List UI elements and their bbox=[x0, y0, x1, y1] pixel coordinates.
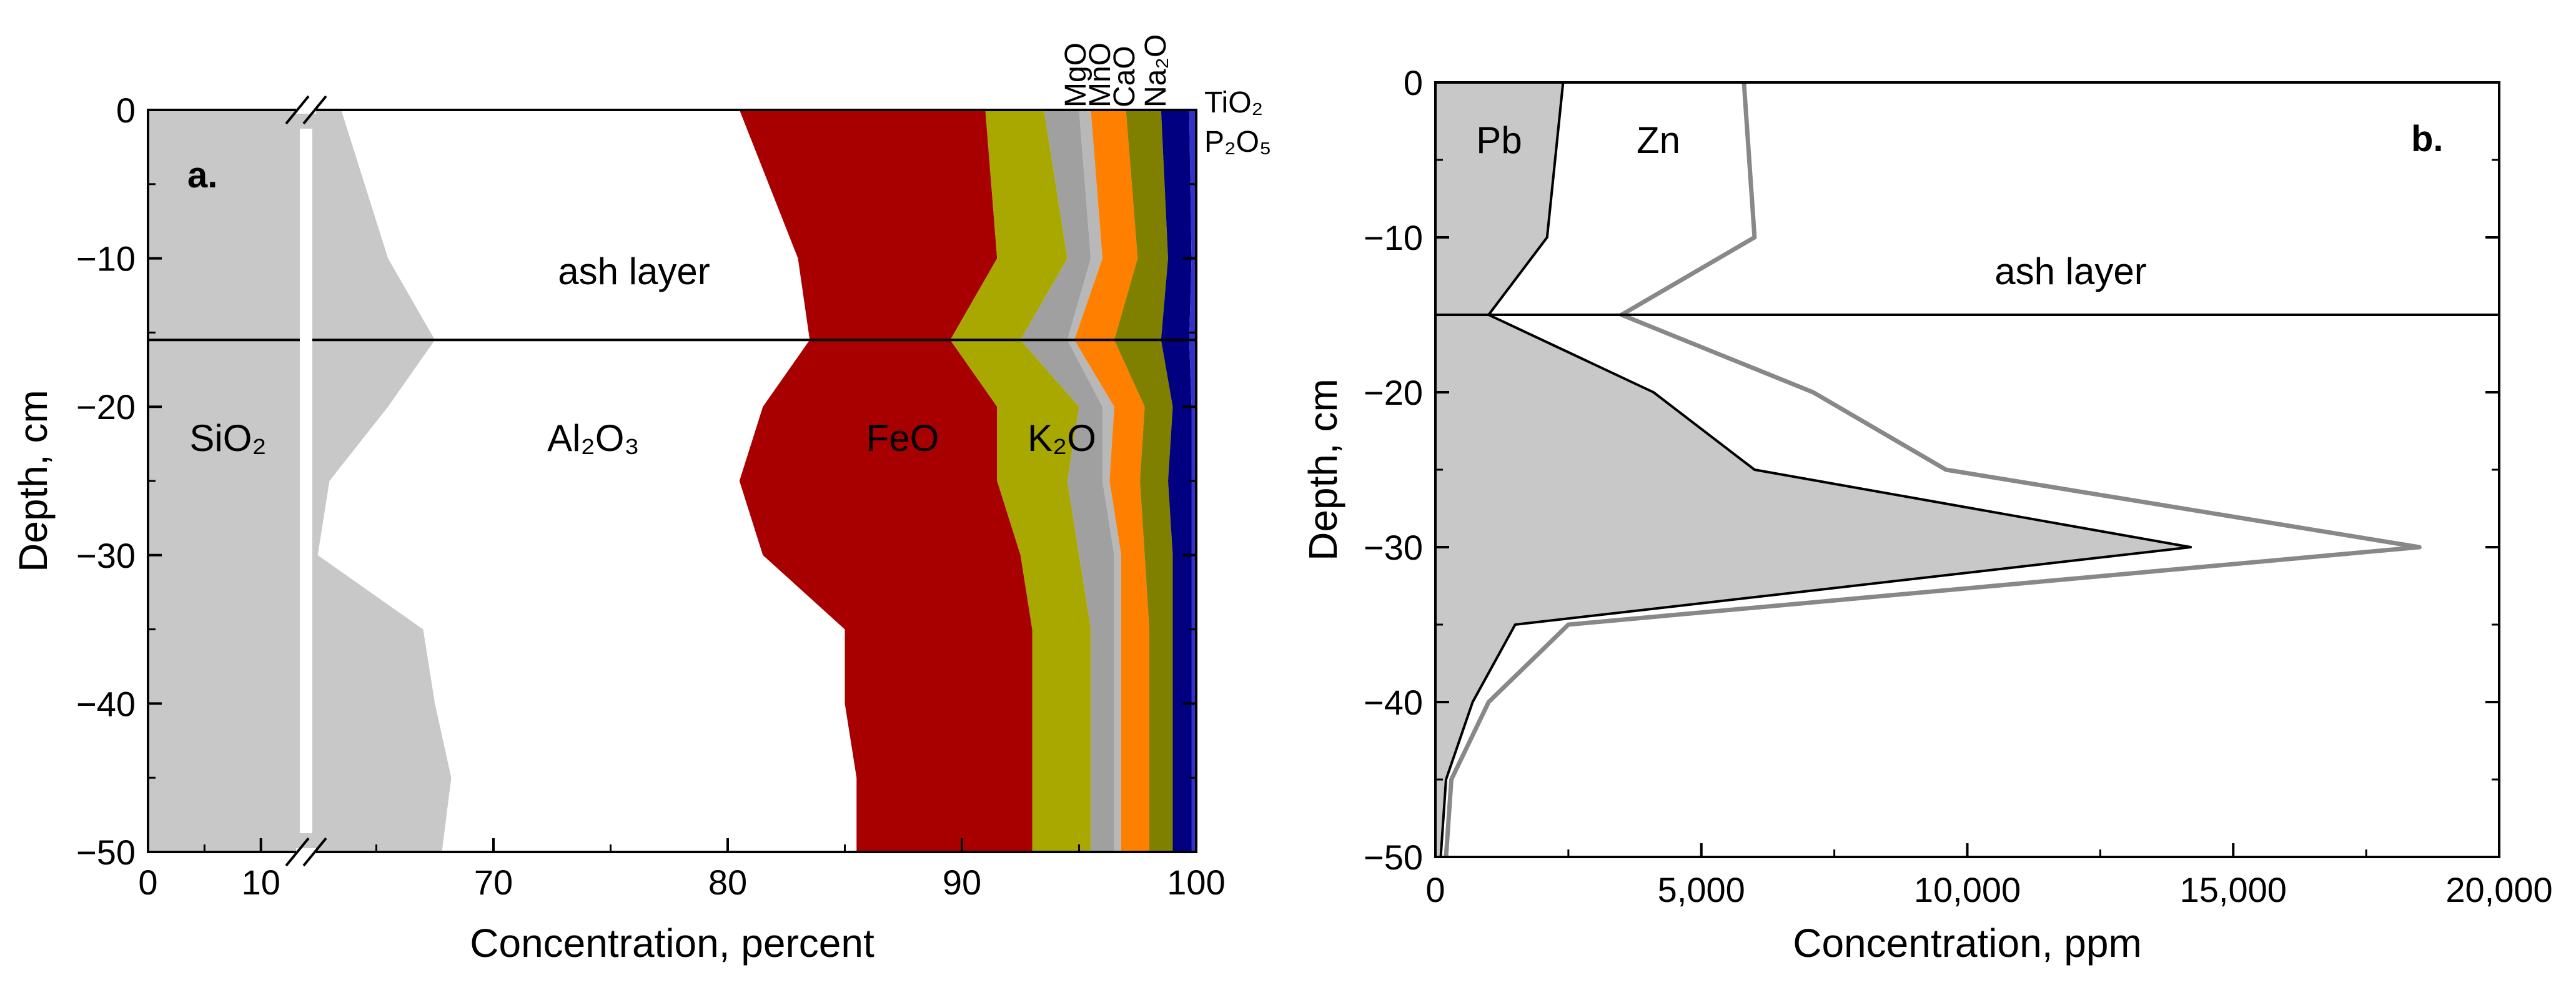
label-tio2: TiO₂ bbox=[1204, 86, 1263, 119]
label-na2o: Na₂O bbox=[1139, 34, 1172, 107]
panel-a-axis-break-band bbox=[300, 129, 312, 833]
break-slash bbox=[302, 837, 327, 867]
label-mno: MnO bbox=[1084, 42, 1117, 107]
panel-b-x-ticks: 0 5,000 10,000 15,000 20,000 bbox=[1425, 843, 2553, 909]
x-tick-label: 20,000 bbox=[2445, 870, 2552, 909]
label-cao: CaO bbox=[1108, 46, 1141, 107]
break-gap bbox=[296, 106, 316, 114]
area-zn bbox=[1435, 82, 2420, 857]
y-tick-label: −20 bbox=[76, 387, 136, 427]
x-tick-label: 70 bbox=[474, 863, 513, 902]
label-zn: Zn bbox=[1637, 119, 1680, 161]
y-tick-label: 0 bbox=[116, 91, 136, 130]
panel-a-y-axis-title: Depth, cm bbox=[11, 390, 56, 572]
area-tio bbox=[1161, 110, 1192, 852]
panel-a-axis-break-marks bbox=[285, 95, 327, 867]
x-tick-label: 15,000 bbox=[2180, 870, 2287, 909]
label-p2o5: P₂O₅ bbox=[1204, 126, 1271, 159]
y-tick-label: −40 bbox=[1364, 683, 1423, 722]
y-tick-label: −30 bbox=[1364, 528, 1423, 567]
area-nao bbox=[1114, 110, 1173, 852]
label-sio2: SiO₂ bbox=[189, 417, 266, 459]
panel-b-y-axis-title: Depth, cm bbox=[1300, 379, 1345, 561]
panel-b-metals-chart: 0 5,000 10,000 15,000 20,000 0 −10 −20 −30 −40 −5… bbox=[1300, 63, 2553, 966]
y-tick-label: −30 bbox=[76, 536, 136, 575]
label-feo: FeO bbox=[866, 417, 939, 459]
panel-b-x-axis-title: Concentration, ppm bbox=[1793, 921, 2142, 966]
area-feo bbox=[739, 110, 1033, 852]
y-tick-label: −50 bbox=[1364, 838, 1423, 877]
break-gap bbox=[296, 848, 316, 856]
y-tick-label: −10 bbox=[1364, 218, 1423, 257]
break-slash bbox=[285, 95, 310, 125]
area-ko bbox=[950, 110, 1091, 852]
y-tick-label: −50 bbox=[76, 833, 136, 872]
panel-a-ash-layer-annotation: ash layer bbox=[558, 250, 710, 292]
y-tick-label: −10 bbox=[76, 239, 136, 279]
label-mgo: MgO bbox=[1059, 42, 1092, 107]
area-alo bbox=[317, 110, 857, 852]
area-sio bbox=[148, 110, 452, 852]
y-tick-label: 0 bbox=[1404, 63, 1423, 102]
x-tick-label: 10,000 bbox=[1914, 870, 2021, 909]
label-k2o: K₂O bbox=[1028, 417, 1096, 459]
area-mgo bbox=[1020, 110, 1114, 852]
panel-a-stacked-areas bbox=[148, 110, 1196, 852]
y-tick-label: −20 bbox=[1364, 373, 1423, 412]
panel-b-ash-layer-annotation: ash layer bbox=[1994, 250, 2146, 292]
label-pb: Pb bbox=[1476, 119, 1522, 161]
x-tick-label: 0 bbox=[138, 863, 157, 902]
panel-b-y-ticks: 0 −10 −20 −30 −40 −50 bbox=[1364, 63, 2499, 877]
area-pb bbox=[1435, 82, 2191, 857]
panel-a-y-ticks: 0 −10 −20 −30 −40 −50 bbox=[76, 91, 1196, 872]
line-zn bbox=[1444, 82, 2422, 858]
panel-b-areas bbox=[1435, 82, 2422, 858]
x-tick-label: 90 bbox=[943, 863, 981, 902]
area-mno bbox=[1067, 110, 1121, 852]
panel-a-composition-chart: 0 10 70 80 90 100 0 −10 −20 −30 −40 −50 Concentrat… bbox=[11, 34, 1271, 966]
x-tick-label: 10 bbox=[242, 863, 280, 902]
line-pb bbox=[1439, 82, 2192, 858]
x-tick-label: 0 bbox=[1425, 870, 1445, 909]
label-al2o3: Al₂O₃ bbox=[547, 417, 640, 459]
panel-a-x-axis-title: Concentration, percent bbox=[470, 921, 874, 966]
x-tick-label: 80 bbox=[708, 863, 747, 902]
x-tick-label: 100 bbox=[1167, 863, 1225, 902]
panel-a-label: a. bbox=[187, 155, 217, 196]
break-slash bbox=[302, 95, 327, 125]
y-tick-label: −40 bbox=[76, 684, 136, 723]
break-slash bbox=[285, 837, 310, 867]
panel-a-x-ticks: 0 10 70 80 90 100 bbox=[138, 838, 1226, 902]
panel-b-label: b. bbox=[2411, 119, 2444, 159]
area-cao bbox=[1074, 110, 1149, 852]
x-tick-label: 5,000 bbox=[1658, 870, 1745, 909]
